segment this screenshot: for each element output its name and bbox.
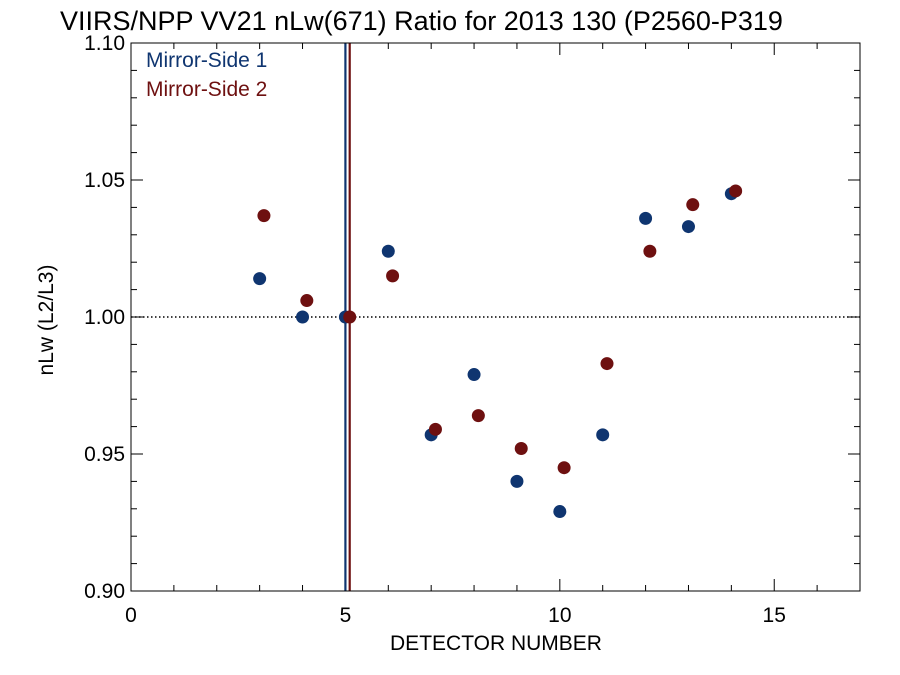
series-2-point — [643, 244, 657, 258]
data-points — [253, 184, 743, 519]
series-1-point — [510, 474, 524, 488]
chart-title: VIIRS/NPP VV21 nLw(671) Ratio for 2013 1… — [60, 6, 783, 36]
series-1-point — [381, 244, 395, 258]
series-1-point — [553, 505, 567, 519]
series-2-point — [386, 269, 400, 283]
series-2-point — [471, 409, 485, 423]
y-tick-label: 0.90 — [84, 580, 125, 603]
y-tick-label: 1.10 — [84, 32, 125, 55]
y-tick-label: 1.00 — [84, 306, 125, 329]
x-tick-label: 0 — [125, 604, 137, 627]
x-tick-label: 5 — [340, 604, 352, 627]
series-2-point — [557, 461, 571, 475]
series-2-point — [257, 209, 271, 223]
plot-frame — [130, 42, 861, 592]
series-1-point — [639, 211, 653, 225]
y-tick-labels: 0.90 0.95 1.00 1.05 1.10 — [84, 32, 125, 603]
series-2-point — [343, 310, 357, 324]
minor-ticks — [131, 43, 861, 591]
series-1-point — [296, 310, 310, 324]
series-1-point — [467, 368, 481, 382]
x-tick-labels: 0 5 10 15 — [125, 604, 786, 627]
legend: Mirror-Side 1 Mirror-Side 2 — [146, 49, 267, 101]
series-2-point — [686, 198, 700, 212]
series-2-point — [428, 422, 442, 436]
x-tick-label: 15 — [763, 604, 786, 627]
y-axis-label: nLw (L2/L3) — [35, 265, 58, 376]
series-1-point — [681, 220, 695, 234]
series-2-point — [600, 357, 614, 371]
series-2-point — [514, 442, 528, 456]
series-1-point — [596, 428, 610, 442]
series-2-point — [300, 294, 314, 308]
series-1-point — [253, 272, 267, 286]
series-2-point — [729, 184, 743, 198]
y-tick-label: 1.05 — [84, 169, 125, 192]
x-tick-label: 10 — [548, 604, 571, 627]
x-axis-label: DETECTOR NUMBER — [390, 632, 602, 655]
y-tick-label: 0.95 — [84, 443, 125, 466]
legend-item-mirror-side-2: Mirror-Side 2 — [146, 78, 267, 101]
legend-item-mirror-side-1: Mirror-Side 1 — [146, 49, 267, 72]
